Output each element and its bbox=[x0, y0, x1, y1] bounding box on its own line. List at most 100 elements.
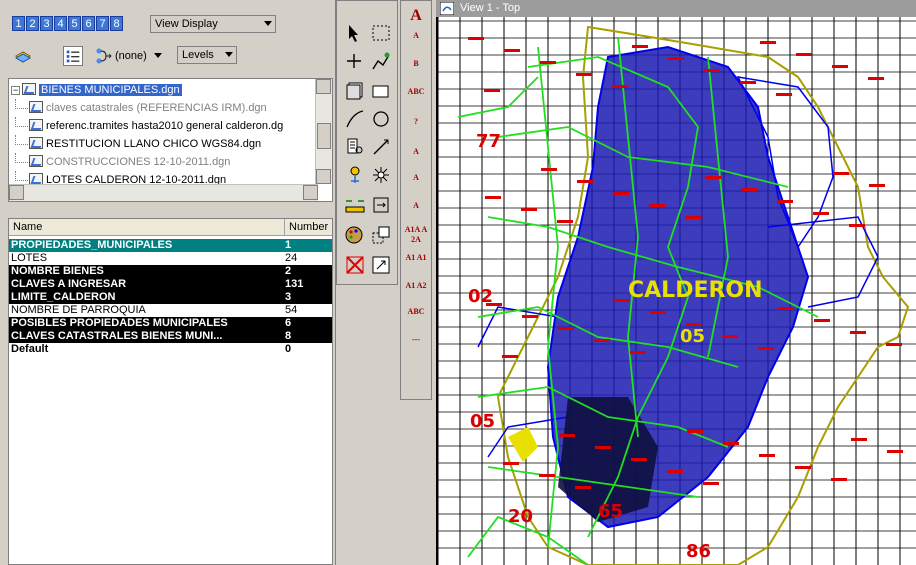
fence-icon[interactable] bbox=[369, 21, 393, 45]
view-window[interactable]: View 1 - Top CALDERON 05 77 02 05 20 65 86 bbox=[436, 0, 916, 565]
view-button-2[interactable]: 2 bbox=[26, 16, 39, 31]
level-name: LIMITE_CALDERON bbox=[11, 291, 116, 303]
text-tool-button[interactable]: A bbox=[413, 173, 419, 182]
level-name: LOTES bbox=[11, 252, 48, 264]
view-button-6[interactable]: 6 bbox=[82, 16, 95, 31]
place-shape-icon[interactable] bbox=[343, 79, 367, 103]
parcel-label-mark bbox=[613, 192, 629, 195]
tree-reference-file[interactable]: referenc.tramites hasta2010 general cald… bbox=[15, 117, 283, 135]
level-list-icon[interactable] bbox=[63, 46, 83, 66]
scale-icon[interactable] bbox=[369, 193, 393, 217]
delete-icon[interactable] bbox=[343, 253, 367, 277]
filter-icon[interactable] bbox=[94, 46, 114, 66]
parcel-label-mark bbox=[521, 208, 537, 211]
level-row[interactable]: POSIBLES PROPIEDADES MUNICIPALES 6 bbox=[9, 317, 332, 330]
scroll-down-button[interactable] bbox=[316, 169, 331, 184]
level-display-icon[interactable] bbox=[14, 46, 34, 66]
tree-reference-file[interactable]: RESTITUCION LLANO CHICO WGS84.dgn bbox=[15, 135, 261, 153]
text-tool-button[interactable]: A1A A2A bbox=[404, 225, 428, 244]
tree-master-file[interactable]: − BIENES MUNICIPALES.dgn bbox=[11, 81, 182, 99]
snap-icon[interactable] bbox=[343, 163, 367, 187]
text-tool-button[interactable]: A1 A1 bbox=[405, 253, 427, 262]
modify-icon[interactable] bbox=[369, 253, 393, 277]
palette-icon[interactable] bbox=[343, 223, 367, 247]
view-button-8[interactable]: 8 bbox=[110, 16, 123, 31]
column-header-number[interactable]: Number bbox=[285, 219, 332, 236]
place-smartline-icon[interactable] bbox=[369, 49, 393, 73]
measure-icon[interactable] bbox=[369, 135, 393, 159]
levels-dropdown[interactable]: Levels bbox=[177, 46, 237, 64]
element-info-icon[interactable] bbox=[343, 135, 367, 159]
tree-branch-line bbox=[15, 99, 28, 109]
parcel-label-mark bbox=[522, 315, 538, 318]
view-display-label: View Display bbox=[155, 18, 218, 30]
level-number: 54 bbox=[285, 304, 298, 316]
parcel-boundary bbox=[617, 36, 639, 438]
view-titlebar[interactable]: View 1 - Top bbox=[436, 0, 916, 17]
level-row[interactable]: CLAVES CATASTRALES BIENES MUNI... 8 bbox=[9, 330, 332, 343]
tree-horizontal-scrollbar[interactable] bbox=[9, 184, 318, 201]
parcel-label-mark bbox=[575, 486, 591, 489]
level-row[interactable]: Default 0 bbox=[9, 343, 332, 356]
tree-vertical-scrollbar[interactable] bbox=[315, 79, 332, 184]
place-block-icon[interactable] bbox=[369, 79, 393, 103]
parcel-label-mark bbox=[557, 220, 573, 223]
parcel-label-mark bbox=[740, 81, 756, 84]
text-tool-button[interactable]: A bbox=[413, 201, 419, 210]
view-display-dropdown[interactable]: View Display bbox=[150, 15, 276, 33]
tree-file-label: BIENES MUNICIPALES.dgn bbox=[39, 84, 182, 96]
scroll-thumb[interactable] bbox=[317, 123, 331, 149]
view-button-4[interactable]: 4 bbox=[54, 16, 67, 31]
scroll-up-button[interactable] bbox=[316, 79, 331, 94]
rotate-icon[interactable] bbox=[369, 163, 393, 187]
text-tool-button[interactable]: A1 A2 bbox=[405, 281, 427, 290]
reference-file-tree: − BIENES MUNICIPALES.dgn claves catastrale… bbox=[8, 78, 333, 202]
dense-core bbox=[558, 397, 658, 522]
tree-reference-file[interactable]: CONSTRUCCIONES 12-10-2011.dgn bbox=[15, 153, 230, 171]
column-header-name[interactable]: Name bbox=[9, 219, 285, 236]
text-tool-button[interactable]: ABC bbox=[407, 87, 425, 96]
place-circle-icon[interactable] bbox=[369, 107, 393, 131]
view-button-5[interactable]: 5 bbox=[68, 16, 81, 31]
collapse-icon[interactable]: − bbox=[11, 85, 20, 95]
level-name: NOMBRE BIENES bbox=[11, 265, 104, 277]
view-button-3[interactable]: 3 bbox=[40, 16, 53, 31]
level-name: PROPIEDADES_MUNICIPALES bbox=[11, 239, 173, 251]
level-row[interactable]: LOTES 24 bbox=[9, 252, 332, 265]
filter-dropdown[interactable]: (none) bbox=[115, 50, 162, 62]
copy-icon[interactable] bbox=[369, 223, 393, 247]
tree-reference-file[interactable]: claves catastrales (REFERENCIAS IRM).dgn bbox=[15, 99, 267, 117]
level-row[interactable]: CLAVES A INGRESAR 131 bbox=[9, 278, 332, 291]
tree-branch-line bbox=[15, 171, 28, 181]
map-canvas[interactable]: CALDERON 05 77 02 05 20 65 86 bbox=[436, 17, 916, 565]
dgn-file-icon bbox=[22, 83, 36, 95]
main-tool-palette bbox=[336, 0, 398, 285]
map-label: 05 bbox=[470, 411, 495, 432]
text-tool-button[interactable]: ABC bbox=[407, 307, 425, 316]
parcel-label-mark bbox=[704, 69, 720, 72]
text-tool-button[interactable]: --- bbox=[412, 335, 420, 344]
text-tool-button[interactable]: B bbox=[413, 59, 419, 68]
view-button-1[interactable]: 1 bbox=[12, 16, 25, 31]
tree-reference-file[interactable]: LOTES CALDERON 12-10-2011.dgn bbox=[15, 171, 226, 189]
level-row[interactable]: NOMBRE DE PARROQUIA 54 bbox=[9, 304, 332, 317]
level-row[interactable]: LIMITE_CALDERON 3 bbox=[9, 291, 332, 304]
select-element-icon[interactable] bbox=[343, 21, 367, 45]
dimension-icon[interactable] bbox=[343, 193, 367, 217]
place-arc-icon[interactable] bbox=[343, 107, 367, 131]
parcel-label-mark bbox=[631, 458, 647, 461]
parcel-label-mark bbox=[630, 351, 646, 354]
text-tool-button[interactable]: ? bbox=[414, 117, 418, 126]
level-row[interactable]: PROPIEDADES_MUNICIPALES 1 bbox=[9, 239, 332, 252]
view-button-7[interactable]: 7 bbox=[96, 16, 109, 31]
text-tool-button[interactable]: A bbox=[413, 31, 419, 40]
level-number: 3 bbox=[285, 291, 292, 303]
text-tool-button[interactable]: A bbox=[413, 147, 419, 156]
level-row[interactable]: NOMBRE BIENES 2 bbox=[9, 265, 332, 278]
map-drawing[interactable]: CALDERON 05 77 02 05 20 65 86 bbox=[438, 17, 916, 565]
scroll-left-button[interactable] bbox=[9, 185, 24, 200]
parcel-label-mark bbox=[777, 200, 793, 203]
scroll-right-button[interactable] bbox=[303, 185, 318, 200]
place-line-icon[interactable] bbox=[343, 49, 367, 73]
text-tool-button[interactable]: A bbox=[410, 7, 422, 24]
